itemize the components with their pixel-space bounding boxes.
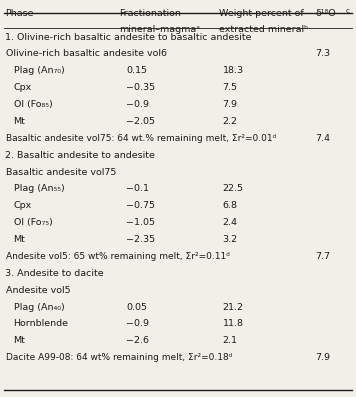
- Text: 22.5: 22.5: [222, 184, 244, 193]
- Text: Fractionation: Fractionation: [119, 9, 181, 18]
- Text: Ol (Fo₈₅): Ol (Fo₈₅): [14, 100, 52, 109]
- Text: −0.35: −0.35: [126, 83, 156, 92]
- Text: Phase: Phase: [5, 9, 34, 18]
- Text: Plag (An₄₀): Plag (An₄₀): [14, 303, 64, 312]
- Text: Plag (An₅₅): Plag (An₅₅): [14, 184, 64, 193]
- Text: Cpx: Cpx: [14, 83, 32, 92]
- Text: −0.9: −0.9: [126, 319, 150, 328]
- Text: Andesite vol5: Andesite vol5: [6, 285, 71, 295]
- Text: Mt: Mt: [14, 235, 25, 244]
- Text: 18.3: 18.3: [222, 66, 244, 75]
- Text: Olivine-rich basaltic andesite vol6: Olivine-rich basaltic andesite vol6: [6, 49, 167, 58]
- Text: extracted mineralᵇ: extracted mineralᵇ: [219, 25, 308, 34]
- Text: Weight percent of: Weight percent of: [219, 9, 304, 18]
- Text: 11.8: 11.8: [222, 319, 244, 328]
- Text: 1. Olivine-rich basaltic andesite to basaltic andesite: 1. Olivine-rich basaltic andesite to bas…: [5, 33, 252, 42]
- Text: −0.1: −0.1: [126, 184, 150, 193]
- Text: Basaltic andesite vol75: Basaltic andesite vol75: [6, 168, 117, 177]
- Text: 6.8: 6.8: [222, 201, 237, 210]
- Text: 7.9: 7.9: [222, 100, 237, 109]
- Text: −0.75: −0.75: [126, 201, 155, 210]
- Text: Mt: Mt: [14, 336, 25, 345]
- Text: Dacite A99-08: 64 wt% remaining melt, Σr²=0.18ᵈ: Dacite A99-08: 64 wt% remaining melt, Σr…: [6, 353, 233, 362]
- Text: Cpx: Cpx: [14, 201, 32, 210]
- Text: −2.6: −2.6: [126, 336, 150, 345]
- Text: 0.15: 0.15: [126, 66, 147, 75]
- Text: 7.4: 7.4: [315, 134, 330, 143]
- Text: Mt: Mt: [14, 117, 25, 126]
- Text: 2. Basaltic andesite to andesite: 2. Basaltic andesite to andesite: [5, 150, 155, 160]
- Text: Ol (Fo₇₅): Ol (Fo₇₅): [14, 218, 52, 227]
- Text: 3.2: 3.2: [222, 235, 237, 244]
- Text: 21.2: 21.2: [222, 303, 244, 312]
- Text: 2.1: 2.1: [222, 336, 237, 345]
- Text: δ¹⁸O: δ¹⁸O: [315, 9, 336, 18]
- Text: −1.05: −1.05: [126, 218, 155, 227]
- Text: 2.4: 2.4: [222, 218, 237, 227]
- Text: 7.9: 7.9: [315, 353, 330, 362]
- Text: −2.35: −2.35: [126, 235, 156, 244]
- Text: 2.2: 2.2: [222, 117, 237, 126]
- Text: 7.7: 7.7: [315, 252, 330, 261]
- Text: c: c: [345, 8, 349, 13]
- Text: Andesite vol5: 65 wt% remaining melt, Σr²=0.11ᵈ: Andesite vol5: 65 wt% remaining melt, Σr…: [6, 252, 230, 261]
- Text: Basaltic andesite vol75: 64 wt.% remaining melt, Σr²=0.01ᵈ: Basaltic andesite vol75: 64 wt.% remaini…: [6, 134, 277, 143]
- Text: −0.9: −0.9: [126, 100, 150, 109]
- Text: 7.5: 7.5: [222, 83, 237, 92]
- Text: mineral–magmaᵃ: mineral–magmaᵃ: [119, 25, 200, 34]
- Text: 0.05: 0.05: [126, 303, 147, 312]
- Text: 3. Andesite to dacite: 3. Andesite to dacite: [5, 269, 104, 278]
- Text: Plag (An₇₀): Plag (An₇₀): [14, 66, 64, 75]
- Text: Hornblende: Hornblende: [14, 319, 68, 328]
- Text: −2.05: −2.05: [126, 117, 155, 126]
- Text: 7.3: 7.3: [315, 49, 330, 58]
